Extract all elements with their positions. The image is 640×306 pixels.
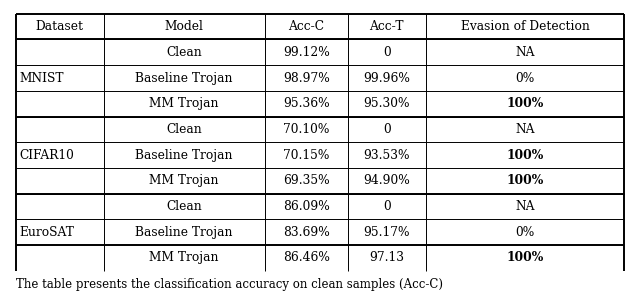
Text: 0: 0: [383, 46, 390, 59]
Text: 100%: 100%: [506, 174, 543, 187]
Text: Model: Model: [164, 20, 204, 33]
Text: 0%: 0%: [515, 72, 534, 84]
Text: The table presents the classification accuracy on clean samples (Acc-C): The table presents the classification ac…: [16, 278, 443, 291]
Text: 69.35%: 69.35%: [283, 174, 330, 187]
Text: MM Trojan: MM Trojan: [149, 174, 219, 187]
Text: 98.97%: 98.97%: [283, 72, 330, 84]
Text: MM Trojan: MM Trojan: [149, 97, 219, 110]
Text: 0%: 0%: [515, 226, 534, 239]
Text: NA: NA: [515, 200, 534, 213]
Text: Clean: Clean: [166, 123, 202, 136]
Text: 95.30%: 95.30%: [364, 97, 410, 110]
Text: 93.53%: 93.53%: [364, 149, 410, 162]
Text: 100%: 100%: [506, 149, 543, 162]
Text: 95.17%: 95.17%: [364, 226, 410, 239]
Text: 0: 0: [383, 200, 390, 213]
Text: CIFAR10: CIFAR10: [20, 149, 75, 162]
Text: 70.15%: 70.15%: [283, 149, 330, 162]
Text: Evasion of Detection: Evasion of Detection: [461, 20, 589, 33]
Text: Acc-C: Acc-C: [288, 20, 324, 33]
Text: NA: NA: [515, 123, 534, 136]
Text: 97.13: 97.13: [369, 252, 404, 264]
Text: Clean: Clean: [166, 200, 202, 213]
Text: Clean: Clean: [166, 46, 202, 59]
Text: 100%: 100%: [506, 97, 543, 110]
Text: 99.96%: 99.96%: [364, 72, 410, 84]
Text: 94.90%: 94.90%: [364, 174, 410, 187]
Text: EuroSAT: EuroSAT: [20, 226, 75, 239]
Text: 100%: 100%: [506, 252, 543, 264]
Text: Baseline Trojan: Baseline Trojan: [136, 72, 233, 84]
Text: 70.10%: 70.10%: [283, 123, 330, 136]
Text: Acc-T: Acc-T: [369, 20, 404, 33]
Text: NA: NA: [515, 46, 534, 59]
Text: 86.09%: 86.09%: [283, 200, 330, 213]
Text: MM Trojan: MM Trojan: [149, 252, 219, 264]
Text: 99.12%: 99.12%: [283, 46, 330, 59]
Text: 86.46%: 86.46%: [283, 252, 330, 264]
Text: 95.36%: 95.36%: [283, 97, 330, 110]
Text: MNIST: MNIST: [20, 72, 65, 84]
Text: Baseline Trojan: Baseline Trojan: [136, 149, 233, 162]
Text: Baseline Trojan: Baseline Trojan: [136, 226, 233, 239]
Text: 0: 0: [383, 123, 390, 136]
Text: Dataset: Dataset: [36, 20, 84, 33]
Text: 83.69%: 83.69%: [283, 226, 330, 239]
